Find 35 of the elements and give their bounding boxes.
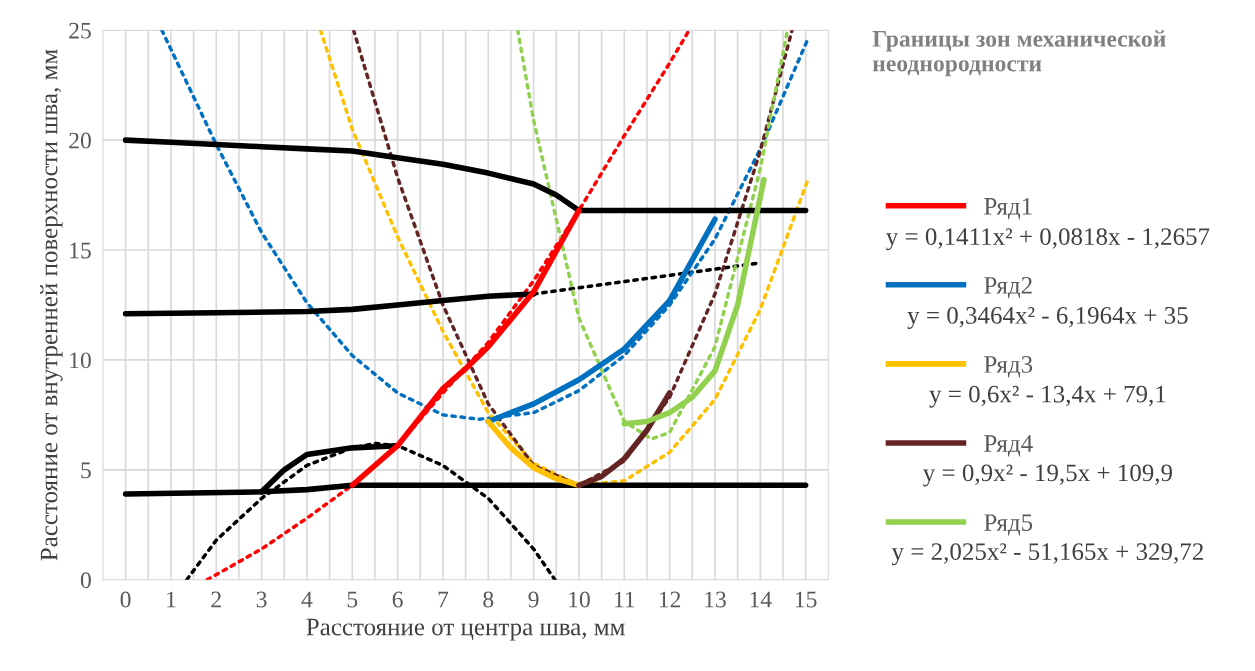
legend-title: Границы зон механической неоднородности xyxy=(872,30,1166,77)
y-tick-label: 20 xyxy=(69,132,91,149)
x-tick-label: 13 xyxy=(705,591,726,608)
x-tick-label: 14 xyxy=(750,591,772,608)
text: y = 0,9x² - 19,5x + 109,9 xyxy=(923,464,1173,487)
legend-label: Ряд2 xyxy=(984,276,1032,299)
x-tick-label: 1 xyxy=(167,591,176,608)
y-tick-label: 15 xyxy=(70,242,91,259)
x-tick-label: 4 xyxy=(301,591,313,608)
x-tick-label: 6 xyxy=(392,591,403,608)
x-tick-label: 12 xyxy=(659,591,681,608)
x-tick-label: 3 xyxy=(256,591,267,608)
x-tick-label: 2 xyxy=(211,591,221,608)
legend-label: Ряд3 xyxy=(984,356,1033,378)
legend-label: Ряд4 xyxy=(984,435,1033,457)
x-tick-label: 10 xyxy=(569,591,590,608)
x-tick-label: 0 xyxy=(120,591,131,608)
legend-label: Ряд5 xyxy=(984,514,1033,536)
text: y = 2,025x² - 51,165x + 329,72 xyxy=(891,543,1203,566)
y-tick-label: 5 xyxy=(81,462,91,479)
x-tick-label: 11 xyxy=(615,591,635,608)
y-tick-label: 10 xyxy=(70,352,91,369)
y-axis-title: Расстояние от внутренней поверхности шва, мм xyxy=(40,49,63,561)
x-tick-label: 9 xyxy=(528,591,539,608)
x-tick-label: 8 xyxy=(483,591,494,608)
y-tick-label: 0 xyxy=(80,572,91,589)
x-tick-label: 15 xyxy=(795,591,817,608)
text: y = 0,1411x² + 0,0818x - 1,2657 xyxy=(886,228,1210,251)
y-tick-label: 25 xyxy=(69,22,91,39)
x-axis-title: Расстояние от центра шва, мм xyxy=(306,618,625,641)
x-tick-label: 5 xyxy=(347,591,358,608)
x-tick-label: 7 xyxy=(438,591,449,608)
legend-label: Ряд1 xyxy=(984,197,1032,220)
text: y = 0,6x² - 13,4x + 79,1 xyxy=(929,385,1166,408)
text: y = 0,3464x² - 6,1964x + 35 xyxy=(907,306,1188,329)
